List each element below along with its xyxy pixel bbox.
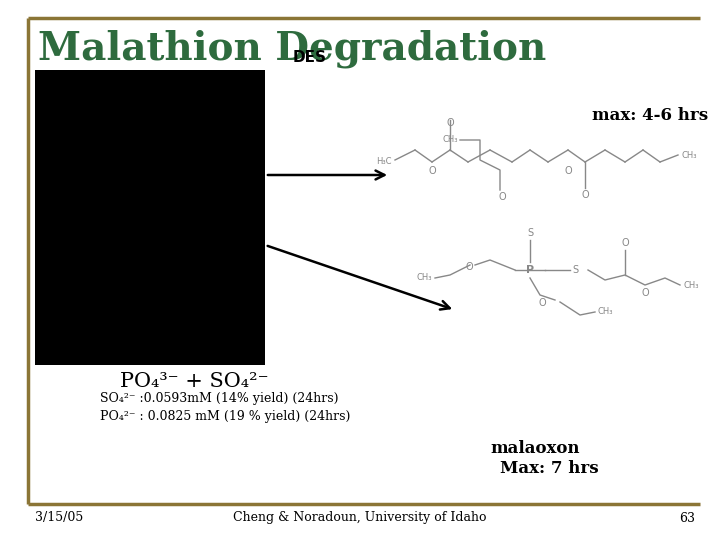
- Text: S: S: [527, 228, 533, 238]
- Text: O: O: [621, 238, 629, 248]
- Text: CH₃: CH₃: [443, 136, 458, 145]
- Text: O: O: [446, 118, 454, 128]
- Bar: [35, 70, 265, 365]
- Text: CH₃: CH₃: [682, 152, 698, 160]
- Text: 3/15/05: 3/15/05: [35, 511, 84, 524]
- Text: PO₄²⁻ : 0.0825 mM (19 % yield) (24hrs): PO₄²⁻ : 0.0825 mM (19 % yield) (24hrs): [100, 410, 351, 423]
- Text: Max: 7 hrs: Max: 7 hrs: [500, 460, 598, 477]
- Text: SO₄²⁻ :0.0593mM (14% yield) (24hrs): SO₄²⁻ :0.0593mM (14% yield) (24hrs): [100, 392, 338, 405]
- Text: S: S: [572, 265, 578, 275]
- Text: Malathion Degradation: Malathion Degradation: [38, 30, 546, 69]
- Text: P: P: [526, 265, 534, 275]
- Text: max: 4-6 hrs: max: 4-6 hrs: [592, 106, 708, 124]
- Text: O: O: [564, 166, 572, 176]
- Text: CH₃: CH₃: [598, 307, 613, 316]
- Text: O: O: [538, 298, 546, 308]
- Text: H₃C: H₃C: [377, 157, 392, 165]
- Text: O: O: [581, 190, 589, 200]
- Text: Cheng & Noradoun, University of Idaho: Cheng & Noradoun, University of Idaho: [233, 511, 487, 524]
- Text: PO₄³⁻ + SO₄²⁻: PO₄³⁻ + SO₄²⁻: [120, 372, 269, 391]
- Text: O: O: [642, 288, 649, 298]
- Text: malaoxon: malaoxon: [490, 440, 580, 457]
- Text: CH₃: CH₃: [416, 273, 432, 282]
- Text: 63: 63: [679, 511, 695, 524]
- Text: CH₃: CH₃: [683, 280, 698, 289]
- Text: DES: DES: [293, 50, 327, 65]
- Text: O: O: [428, 166, 436, 176]
- Text: O: O: [498, 192, 506, 202]
- Text: O: O: [465, 262, 473, 272]
